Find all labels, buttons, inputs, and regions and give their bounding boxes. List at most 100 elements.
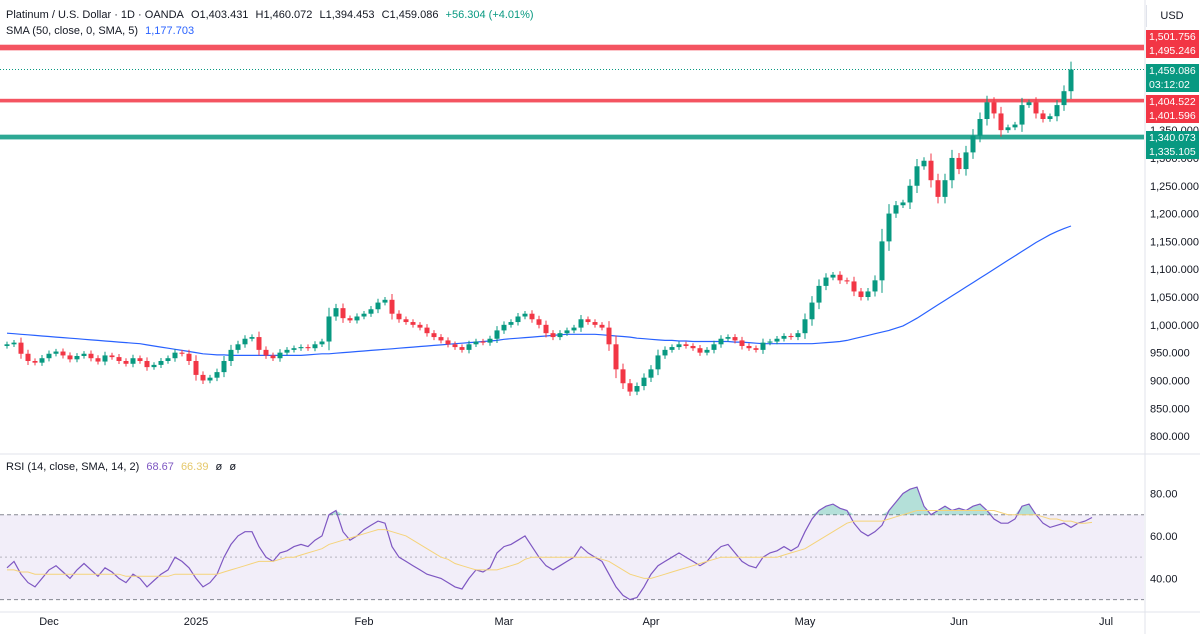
candle[interactable] <box>221 355 227 378</box>
candle[interactable] <box>1061 85 1067 111</box>
candle[interactable] <box>375 298 381 314</box>
rsi-ma-line[interactable] <box>7 510 1093 579</box>
candle[interactable] <box>837 271 843 284</box>
candle[interactable] <box>914 159 920 194</box>
candle[interactable] <box>417 322 423 331</box>
candle[interactable] <box>326 307 332 351</box>
candle[interactable] <box>284 347 290 356</box>
candle[interactable] <box>788 333 794 340</box>
candle[interactable] <box>74 353 80 363</box>
candle[interactable] <box>186 349 192 365</box>
candle[interactable] <box>158 357 164 368</box>
level-resistance-1[interactable] <box>0 44 1144 51</box>
candle[interactable] <box>60 348 66 359</box>
candle[interactable] <box>403 316 409 325</box>
candle[interactable] <box>424 324 430 337</box>
candle[interactable] <box>473 338 479 348</box>
candle[interactable] <box>879 228 885 293</box>
candle[interactable] <box>396 310 402 323</box>
candle[interactable] <box>1047 113 1053 122</box>
candle[interactable] <box>25 349 31 365</box>
candle[interactable] <box>669 344 675 353</box>
candle[interactable] <box>53 348 59 357</box>
candle[interactable] <box>830 272 836 281</box>
candle[interactable] <box>942 173 948 204</box>
candle[interactable] <box>690 343 696 351</box>
candle[interactable] <box>767 338 773 346</box>
candle[interactable] <box>963 145 969 176</box>
candle[interactable] <box>319 338 325 348</box>
candle[interactable] <box>32 358 38 366</box>
candle[interactable] <box>977 112 983 143</box>
candle[interactable] <box>256 331 262 356</box>
candle[interactable] <box>732 334 738 344</box>
candle[interactable] <box>697 344 703 356</box>
candle[interactable] <box>270 352 276 361</box>
candle[interactable] <box>410 319 416 328</box>
candle[interactable] <box>39 355 45 366</box>
candle[interactable] <box>746 343 752 351</box>
level-support-1[interactable] <box>0 134 1144 140</box>
candle[interactable] <box>648 365 654 382</box>
candle[interactable] <box>249 334 255 342</box>
candle[interactable] <box>655 349 661 376</box>
candle[interactable] <box>1040 109 1046 123</box>
candle[interactable] <box>641 373 647 391</box>
candle[interactable] <box>172 349 178 362</box>
candle[interactable] <box>564 327 570 336</box>
candle[interactable] <box>333 303 339 321</box>
candle[interactable] <box>816 279 822 310</box>
candle[interactable] <box>116 354 122 365</box>
candle[interactable] <box>214 368 220 382</box>
candle[interactable] <box>11 339 17 347</box>
candle[interactable] <box>1054 100 1060 122</box>
candle[interactable] <box>739 336 745 350</box>
candle[interactable] <box>291 345 297 353</box>
candle[interactable] <box>515 312 521 326</box>
candle[interactable] <box>760 338 766 354</box>
candle[interactable] <box>781 333 787 342</box>
candle[interactable] <box>634 382 640 396</box>
candle[interactable] <box>858 287 864 301</box>
candle[interactable] <box>1026 99 1032 108</box>
candle[interactable] <box>1068 61 1074 100</box>
candle[interactable] <box>984 95 990 126</box>
candle[interactable] <box>529 310 535 323</box>
candle[interactable] <box>46 350 52 362</box>
rsi-line[interactable] <box>6 486 1093 601</box>
candle[interactable] <box>354 313 360 324</box>
candle[interactable] <box>907 179 913 209</box>
candle[interactable] <box>487 335 493 346</box>
candle[interactable] <box>501 321 507 334</box>
candle[interactable] <box>725 334 731 342</box>
candle[interactable] <box>676 341 682 350</box>
candle[interactable] <box>998 106 1004 137</box>
candle[interactable] <box>711 340 717 354</box>
candle[interactable] <box>935 173 941 204</box>
candle[interactable] <box>683 341 689 349</box>
candle[interactable] <box>207 374 213 384</box>
candle[interactable] <box>522 310 528 320</box>
candle[interactable] <box>802 313 808 339</box>
candle[interactable] <box>452 341 458 350</box>
candle[interactable] <box>445 337 451 348</box>
candle[interactable] <box>956 152 962 175</box>
candle[interactable] <box>627 378 633 396</box>
candle[interactable] <box>753 345 759 353</box>
candle[interactable] <box>578 315 584 332</box>
candle[interactable] <box>480 338 486 346</box>
level-resistance-2[interactable] <box>0 98 1144 103</box>
candle[interactable] <box>900 199 906 208</box>
candle[interactable] <box>361 310 367 320</box>
candle[interactable] <box>130 354 136 368</box>
candle[interactable] <box>466 340 472 354</box>
candle[interactable] <box>228 344 234 366</box>
candle[interactable] <box>1033 97 1039 119</box>
candle[interactable] <box>179 349 185 357</box>
candle[interactable] <box>389 294 395 320</box>
candle[interactable] <box>1019 97 1025 132</box>
candle[interactable] <box>144 357 150 371</box>
candle[interactable] <box>431 330 437 341</box>
rsi-legend-label[interactable]: RSI (14, close, SMA, 14, 2) <box>6 461 140 473</box>
